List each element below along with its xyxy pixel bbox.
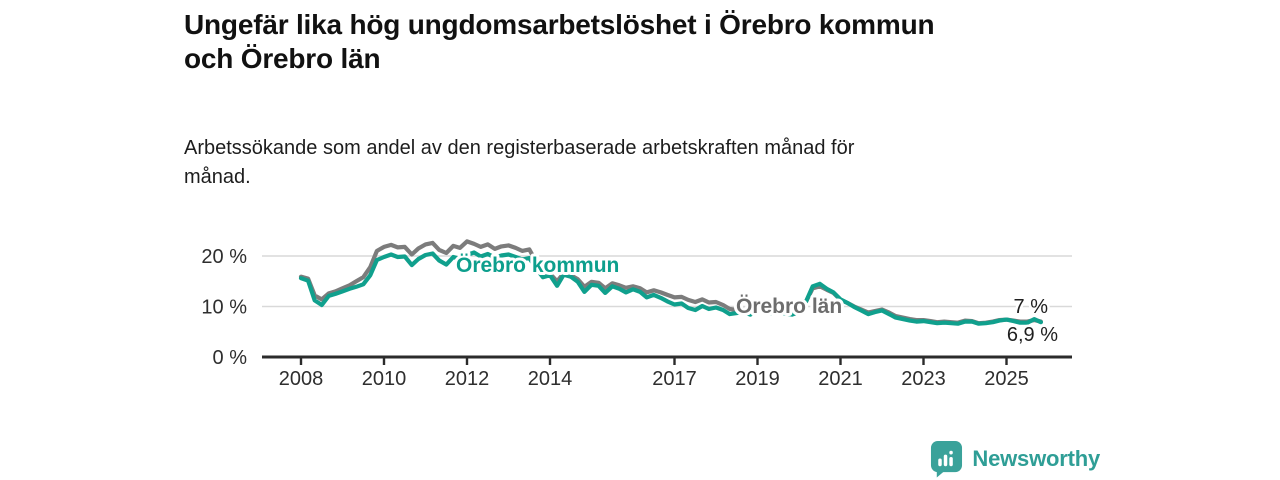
series-line-orebro-kommun — [298, 250, 1043, 326]
y-tick-label-0: 0 % — [213, 347, 248, 369]
x-tick-label-2019: 2019 — [735, 368, 780, 390]
series-label-orebro-lan: Örebro län — [736, 295, 842, 318]
chart-subtitle-line-2: månad. — [184, 166, 251, 188]
x-tick-label-2010: 2010 — [362, 368, 407, 390]
x-tick-label-2021: 2021 — [818, 368, 863, 390]
x-tick-label-2025: 2025 — [984, 368, 1029, 390]
chart-subtitle: Arbetssökande som andel av den registerb… — [184, 134, 1064, 192]
end-value-label-lan: 7 % — [1014, 296, 1049, 318]
newsworthy-brand-link[interactable]: Newsworthy — [930, 441, 1100, 478]
x-tick-label-2012: 2012 — [445, 368, 490, 390]
chart-title-line-1: Ungefär lika hög ungdomsarbetslöshet i Ö… — [184, 9, 935, 40]
x-tick-label-2017: 2017 — [652, 368, 697, 390]
series-line-orebro-lan — [298, 239, 1043, 326]
x-tick-label-2023: 2023 — [901, 368, 946, 390]
brand-name: Newsworthy — [972, 446, 1100, 471]
chart-title-line-2: och Örebro län — [184, 43, 381, 74]
end-value-label-kommun: 6,9 % — [1007, 324, 1058, 346]
x-axis: 2008 2010 2012 2014 2017 2019 2021 2023 2025 — [262, 355, 1072, 390]
x-tick-label-2008: 2008 — [279, 368, 324, 390]
chart-annotations: Örebro kommun Örebro län 7 % 6,9 % — [453, 251, 1061, 349]
y-tick-label-20: 20 % — [201, 246, 247, 268]
y-axis-labels: 0 % 10 % 20 % — [201, 246, 247, 369]
data-series — [298, 239, 1043, 326]
newsworthy-logo-icon — [931, 441, 963, 478]
series-label-orebro-kommun: Örebro kommun — [456, 254, 619, 277]
y-tick-label-10: 10 % — [201, 297, 247, 319]
chart-title: Ungefär lika hög ungdomsarbetslöshet i Ö… — [184, 8, 1164, 76]
chart-subtitle-line-1: Arbetssökande som andel av den registerb… — [184, 137, 855, 159]
x-tick-label-2014: 2014 — [528, 368, 573, 390]
